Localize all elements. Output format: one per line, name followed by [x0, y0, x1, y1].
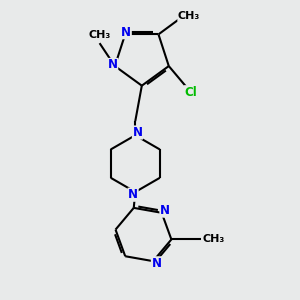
Text: CH₃: CH₃	[202, 234, 224, 244]
Text: N: N	[128, 188, 138, 201]
Text: N: N	[121, 26, 131, 39]
Text: N: N	[152, 257, 161, 270]
Text: N: N	[108, 58, 118, 71]
Text: CH₃: CH₃	[88, 30, 111, 40]
Text: Cl: Cl	[184, 86, 197, 99]
Text: N: N	[160, 204, 170, 217]
Text: N: N	[133, 126, 142, 139]
Text: CH₃: CH₃	[178, 11, 200, 21]
